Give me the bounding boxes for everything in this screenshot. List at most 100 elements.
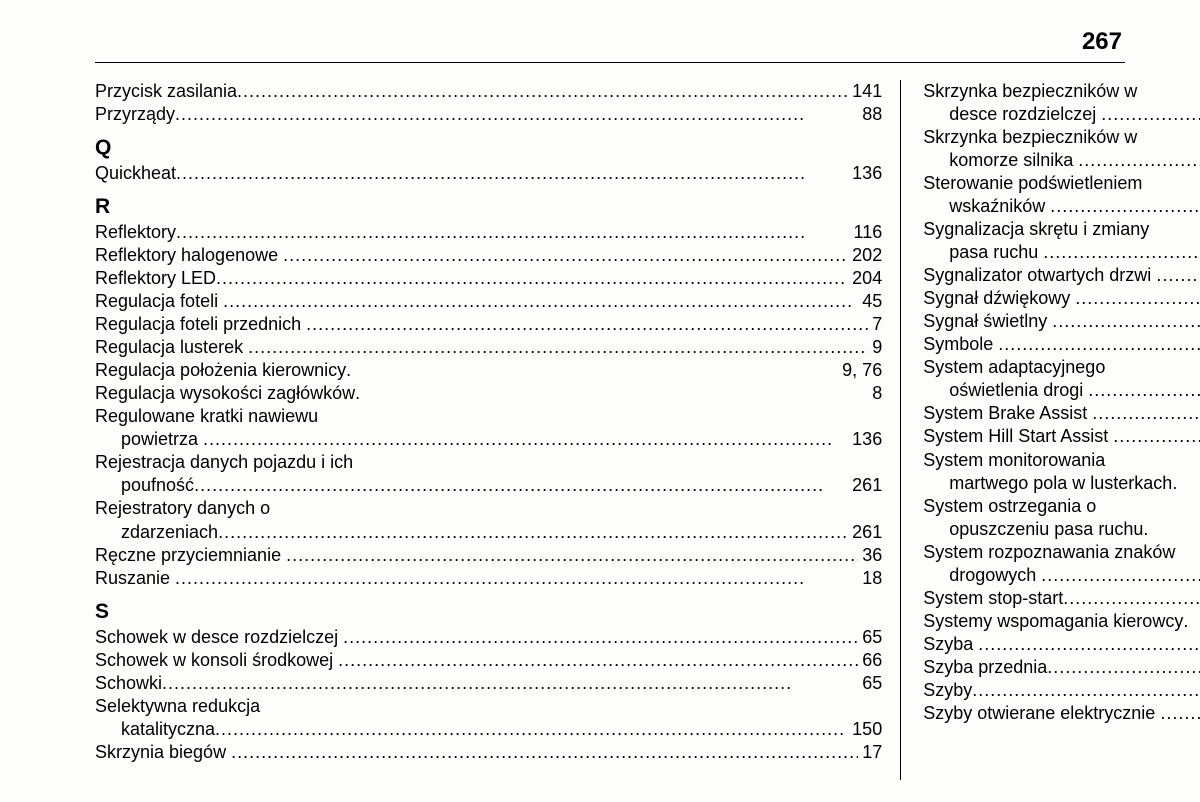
index-entry: Ręczne przyciemnianie 36: [95, 544, 882, 567]
entry-label: katalityczna: [95, 718, 215, 741]
index-entry: Regulacja foteli przednich 7: [95, 313, 882, 336]
entry-label: Sygnał świetlny: [923, 310, 1052, 333]
entry-pages: 136: [848, 162, 882, 185]
entry-label: System adaptacyjnego: [923, 356, 1105, 379]
entry-dots: [216, 267, 848, 290]
index-entry: Rejestracja danych pojazdu i ich: [95, 451, 882, 474]
entry-label: zdarzeniach: [95, 521, 218, 544]
entry-dots: [1043, 241, 1200, 264]
index-entry: desce rozdzielczej 213: [923, 103, 1200, 126]
entry-label: System Brake Assist: [923, 402, 1092, 425]
entry-dots: [176, 221, 849, 244]
index-entry: Quickheat 136: [95, 162, 882, 185]
entry-label: Schowek w konsoli środkowej: [95, 649, 338, 672]
entry-pages: 116: [850, 221, 883, 244]
page-number: 267: [1082, 28, 1122, 56]
index-entry: opuszczeniu pasa ruchu . 95, 182: [923, 518, 1200, 541]
entry-label: oświetlenia drogi: [923, 379, 1088, 402]
entry-pages: 18: [858, 567, 882, 590]
index-entry: Sygnalizacja skrętu i zmiany: [923, 218, 1200, 241]
entry-label: poufność: [95, 474, 194, 497]
entry-gap: .: [1183, 610, 1188, 633]
index-entry: System Hill Start Assist 160: [923, 425, 1200, 448]
index-entry: Regulacja lusterek 9: [95, 336, 882, 359]
entry-label: drogowych: [923, 564, 1041, 587]
entry-dots: [1075, 287, 1200, 310]
entry-label: Sygnalizator otwartych drzwi: [923, 264, 1156, 287]
section-letter: Q: [95, 136, 882, 160]
entry-dots: [1063, 587, 1200, 610]
entry-label: Sygnalizacja skrętu i zmiany: [923, 218, 1149, 241]
entry-label: Sygnał dźwiękowy: [923, 287, 1075, 310]
entry-label: Regulacja foteli: [95, 290, 223, 313]
column-1: Przycisk zasilania141Przyrządy88QQuickhe…: [95, 80, 900, 780]
entry-label: wskaźników: [923, 195, 1050, 218]
entry-dots: [162, 672, 858, 695]
entry-label: Regulowane kratki nawiewu: [95, 405, 318, 428]
index-entry: Schowek w desce rozdzielczej 65: [95, 626, 882, 649]
entry-label: Szyba przednia: [923, 656, 1047, 679]
entry-dots: [978, 633, 1200, 656]
entry-dots: [1088, 379, 1200, 402]
entry-dots: [1050, 195, 1200, 218]
index-entry: Szyby otwierane elektrycznie 38: [923, 702, 1200, 725]
entry-dots: [306, 313, 868, 336]
index-entry: System stop-start145: [923, 587, 1200, 610]
entry-pages: 7: [868, 313, 882, 336]
entry-dots: [338, 649, 858, 672]
entry-label: Przycisk zasilania: [95, 80, 237, 103]
entry-label: opuszczeniu pasa ruchu: [923, 518, 1143, 541]
entry-label: Ruszanie: [95, 567, 175, 590]
entry-pages: 17: [858, 741, 882, 764]
index-entry: Symbole 4: [923, 333, 1200, 356]
entry-label: System rozpoznawania znaków: [923, 541, 1175, 564]
entry-label: Sterowanie podświetleniem: [923, 172, 1142, 195]
entry-gap: .: [355, 382, 360, 405]
entry-label: Regulacja foteli przednich: [95, 313, 306, 336]
index-entry: Sterowanie podświetleniem: [923, 172, 1200, 195]
entry-label: Regulacja wysokości zagłówków: [95, 382, 355, 405]
index-entry: Przyrządy88: [95, 103, 882, 126]
index-entry: Ruszanie 18: [95, 567, 882, 590]
entry-dots: [1101, 103, 1200, 126]
index-entry: drogowych 98: [923, 564, 1200, 587]
index-entry: System rozpoznawania znaków: [923, 541, 1200, 564]
entry-pages: 9, 76: [838, 359, 882, 382]
entry-gap: .: [1143, 518, 1148, 541]
index-entry: Systemy wspomagania kierowcy . 162: [923, 610, 1200, 633]
entry-label: Skrzynka bezpieczników w: [923, 80, 1137, 103]
entry-label: Skrzynka bezpieczników w: [923, 126, 1137, 149]
index-columns: Przycisk zasilania141Przyrządy88QQuickhe…: [95, 80, 1125, 780]
entry-pages: 8: [868, 382, 882, 405]
entry-dots: [215, 718, 848, 741]
entry-pages: 202: [848, 244, 882, 267]
entry-label: Quickheat: [95, 162, 176, 185]
index-entry: zdarzeniach261: [95, 521, 882, 544]
column-2: Skrzynka bezpieczników wdesce rozdzielcz…: [900, 80, 1200, 780]
entry-label: Selektywna redukcja: [95, 695, 260, 718]
entry-dots: [1078, 149, 1200, 172]
entry-label: martwego pola w lusterkach: [923, 472, 1172, 495]
index-entry: Rejestratory danych o: [95, 497, 882, 520]
index-entry: pasa ruchu 120: [923, 241, 1200, 264]
index-entry: System ostrzegania o: [923, 495, 1200, 518]
index-entry: Szyby37: [923, 679, 1200, 702]
entry-dots: [237, 80, 848, 103]
index-entry: Regulowane kratki nawiewu: [95, 405, 882, 428]
entry-label: pasa ruchu: [923, 241, 1043, 264]
entry-dots: [1052, 310, 1200, 333]
entry-label: Szyby otwierane elektrycznie: [923, 702, 1160, 725]
entry-dots: [175, 103, 858, 126]
section-letter: S: [95, 600, 882, 624]
entry-label: Systemy wspomagania kierowcy: [923, 610, 1183, 633]
index-entry: Sygnał dźwiękowy 14, 77: [923, 287, 1200, 310]
index-entry: oświetlenia drogi 118: [923, 379, 1200, 402]
entry-label: Regulacja lusterek: [95, 336, 248, 359]
entry-dots: [223, 290, 858, 313]
entry-label: Symbole: [923, 333, 998, 356]
entry-pages: 9: [868, 336, 882, 359]
entry-dots: [286, 544, 858, 567]
index-entry: System Brake Assist 159: [923, 402, 1200, 425]
entry-pages: 136: [848, 428, 882, 451]
entry-pages: 261: [848, 474, 882, 497]
